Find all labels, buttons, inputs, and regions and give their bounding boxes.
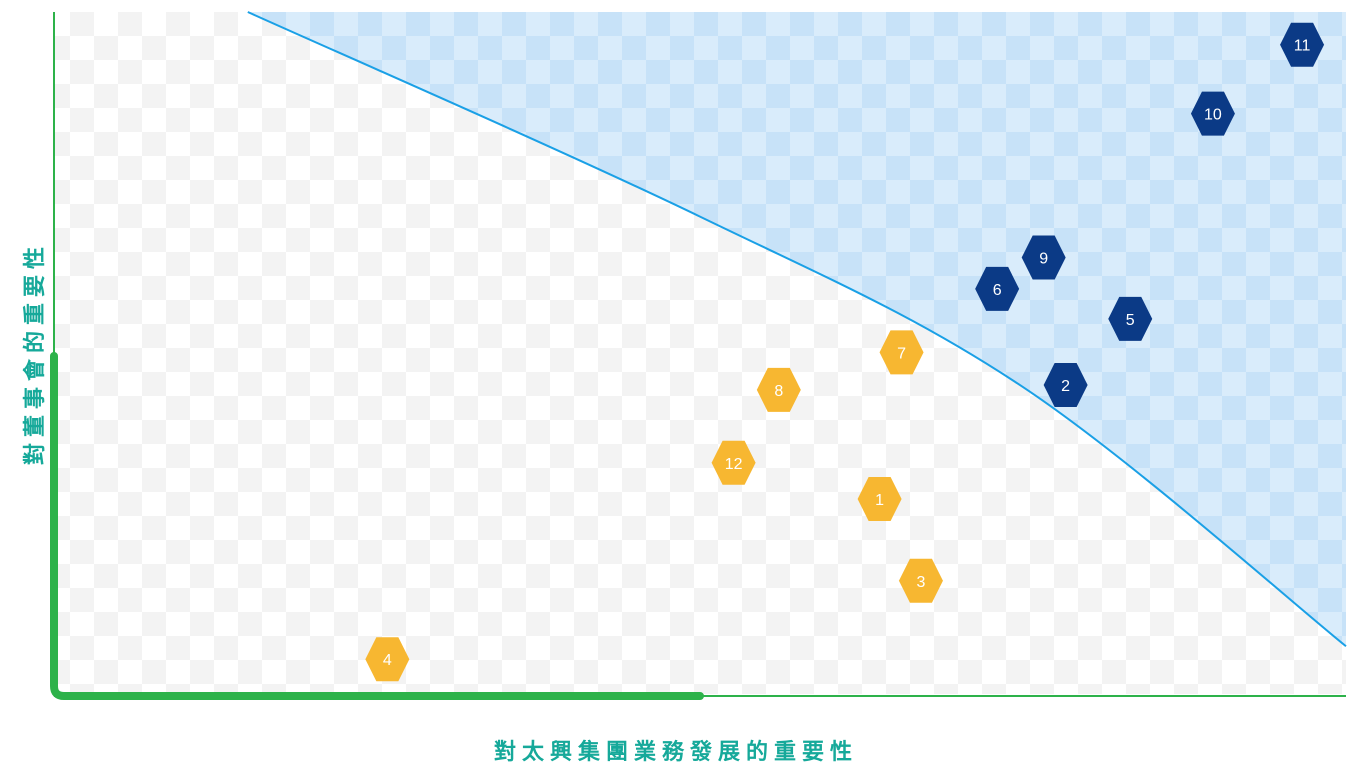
point-label: 1: [875, 492, 884, 509]
x-axis-title: 對太興集團業務發展的重要性: [493, 740, 858, 765]
point-marker: [898, 558, 943, 603]
point-7: 7: [879, 330, 924, 375]
point-marker: [1108, 296, 1153, 341]
point-label: 4: [383, 652, 392, 669]
material-zone: [247, 12, 1346, 647]
point-9: 9: [1021, 235, 1066, 280]
point-label: 11: [1294, 38, 1311, 55]
point-marker: [711, 440, 756, 485]
point-5: 5: [1108, 296, 1153, 341]
point-marker: [975, 266, 1020, 311]
y-axis-title: 對董事會的重要性: [23, 240, 48, 466]
point-label: 3: [916, 574, 925, 591]
point-marker: [857, 476, 902, 521]
point-label: 2: [1061, 378, 1070, 395]
point-label: 5: [1126, 312, 1135, 329]
point-marker: [1280, 22, 1325, 67]
point-10: 10: [1190, 91, 1235, 136]
point-3: 3: [898, 558, 943, 603]
point-marker: [1043, 363, 1088, 408]
point-marker: [1021, 235, 1066, 280]
point-11: 11: [1280, 22, 1325, 67]
point-marker: [756, 367, 801, 412]
point-marker: [1190, 91, 1235, 136]
point-2: 2: [1043, 363, 1088, 408]
point-marker: [879, 330, 924, 375]
point-8: 8: [756, 367, 801, 412]
point-4: 4: [365, 637, 410, 682]
data-points: 11 10 9 6 5 2 7 8 12 1 3 4: [365, 22, 1325, 682]
threshold-curve: [247, 11, 1347, 648]
axis-corner-highlight: [50, 352, 704, 700]
point-6: 6: [975, 266, 1020, 311]
point-12: 12: [711, 440, 756, 485]
point-marker: [365, 637, 410, 682]
point-label: 9: [1039, 251, 1048, 268]
point-label: 12: [725, 456, 743, 473]
point-1: 1: [857, 476, 902, 521]
point-label: 7: [897, 345, 906, 362]
point-label: 6: [993, 282, 1002, 299]
point-label: 8: [774, 383, 783, 400]
point-label: 10: [1204, 107, 1222, 124]
